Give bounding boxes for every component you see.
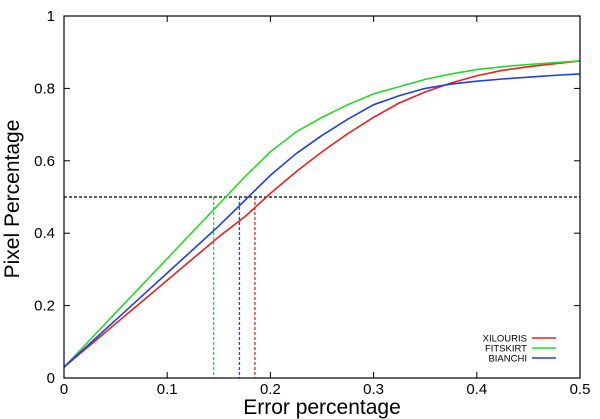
y-axis-title: Pixel Percentage bbox=[1, 120, 24, 279]
y-tick-label: 0.8 bbox=[34, 80, 55, 97]
ticks-layer: 0 0.1 0.2 0.3 0.4 0.5 0 0.2 0.4 0.6 0.8 1 bbox=[34, 8, 590, 398]
series-layer bbox=[64, 60, 580, 368]
y-tick-label: 0 bbox=[47, 370, 55, 387]
x-tick-label: 0.4 bbox=[466, 381, 487, 398]
y-tick-label: 0.4 bbox=[34, 225, 55, 242]
legend-label-xilouris: XILOURIS bbox=[483, 334, 527, 345]
series-line-bianchi bbox=[64, 73, 580, 368]
plot-frame bbox=[63, 15, 581, 379]
threshold-layer bbox=[64, 196, 580, 378]
x-tick-label: 0.2 bbox=[260, 381, 281, 398]
series-line-fitskirt bbox=[64, 60, 580, 368]
y-tick-label: 0.6 bbox=[34, 153, 55, 170]
x-axis-title: Error percentage bbox=[243, 396, 401, 419]
series-line-xilouris bbox=[64, 60, 580, 368]
y-tick-label: 1 bbox=[47, 8, 55, 25]
x-tick-label: 0 bbox=[60, 381, 68, 398]
x-tick-label: 0.1 bbox=[157, 381, 178, 398]
x-tick-label: 0.5 bbox=[570, 381, 591, 398]
legend-label-bianchi: BIANCHI bbox=[488, 354, 527, 365]
legend-label-fitskirt: FITSKIRT bbox=[485, 344, 527, 355]
y-tick-label: 0.2 bbox=[34, 298, 55, 315]
x-tick-label: 0.3 bbox=[363, 381, 384, 398]
